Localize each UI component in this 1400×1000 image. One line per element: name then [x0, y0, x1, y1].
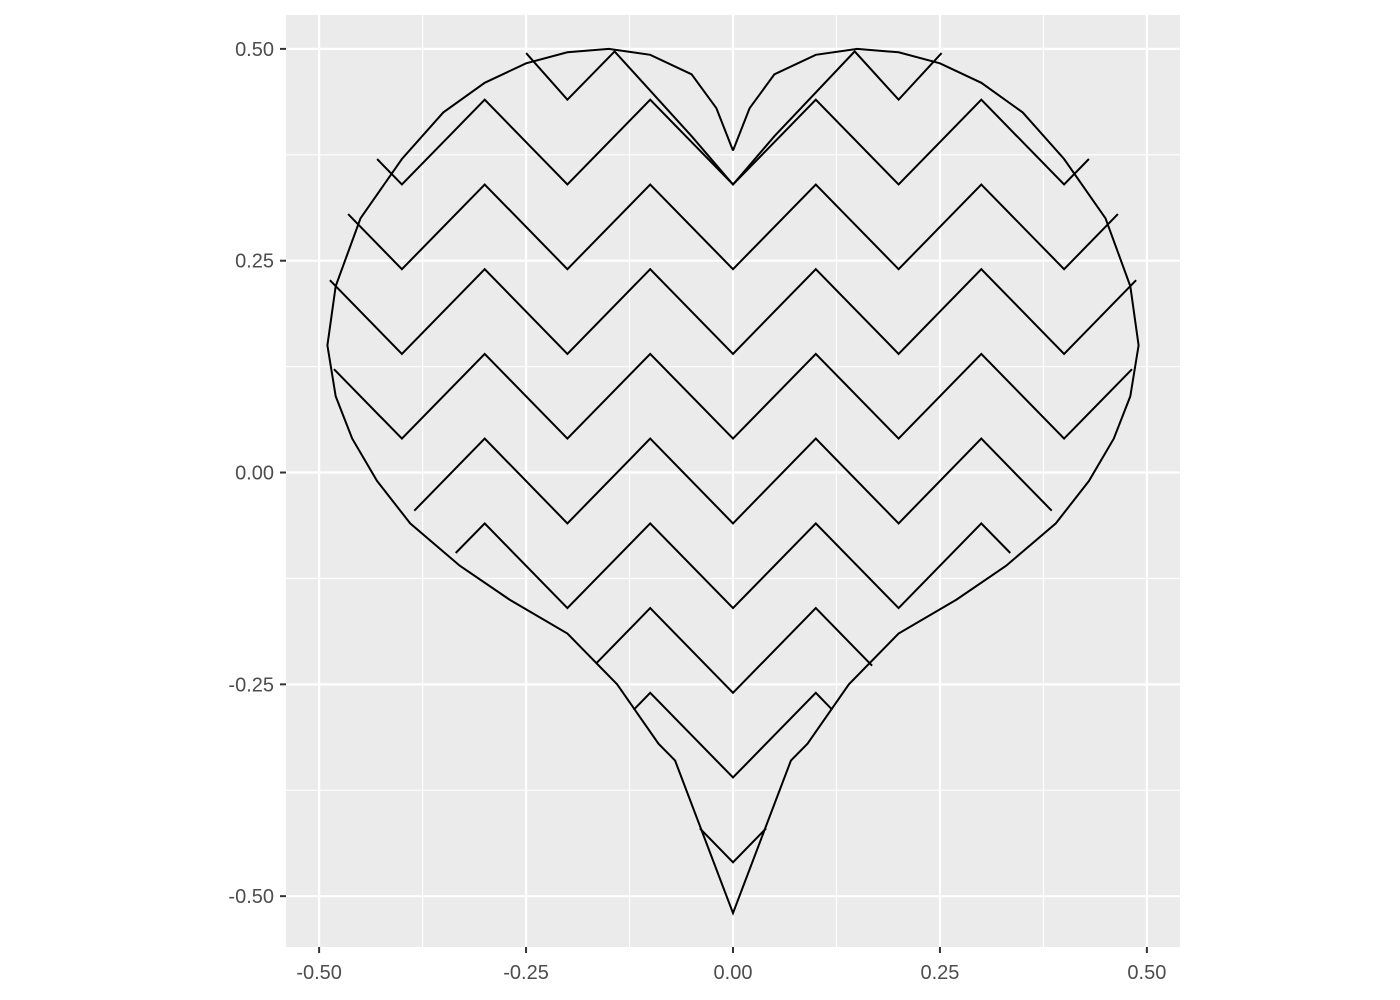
y-tick-label: 0.25: [235, 251, 274, 273]
series-zigzag-row-6: [454, 521, 1012, 610]
y-tick-label: -0.50: [228, 886, 274, 908]
series-layer: [326, 47, 1140, 916]
series-zigzag-row-1-sides: [376, 98, 1090, 186]
series-zigzag-row-9: [699, 827, 767, 864]
series-zigzag-row-5: [413, 437, 1053, 525]
series-zigzag-row-2: [347, 183, 1119, 271]
y-axis: -0.50 -0.25 0.00 0.25 0.50: [228, 39, 286, 908]
x-tick-label: -0.50: [296, 962, 342, 984]
x-axis: -0.50 -0.25 0.00 0.25 0.50: [296, 947, 1166, 984]
y-tick-label: -0.25: [228, 674, 274, 696]
x-tick-label: 0.50: [1127, 962, 1166, 984]
series-zigzag-row-7: [595, 606, 873, 695]
series-zigzag-row-8: [632, 691, 834, 779]
x-tick-label: -0.25: [503, 962, 549, 984]
y-tick-label: 0.00: [235, 463, 274, 485]
x-tick-label: 0.00: [714, 962, 753, 984]
series-heart-outline: [326, 47, 1140, 916]
series-zigzag-row-3: [329, 267, 1137, 356]
x-tick-label: 0.25: [920, 962, 959, 984]
series-zigzag-row-4: [333, 352, 1133, 441]
y-tick-label: 0.50: [235, 39, 274, 61]
